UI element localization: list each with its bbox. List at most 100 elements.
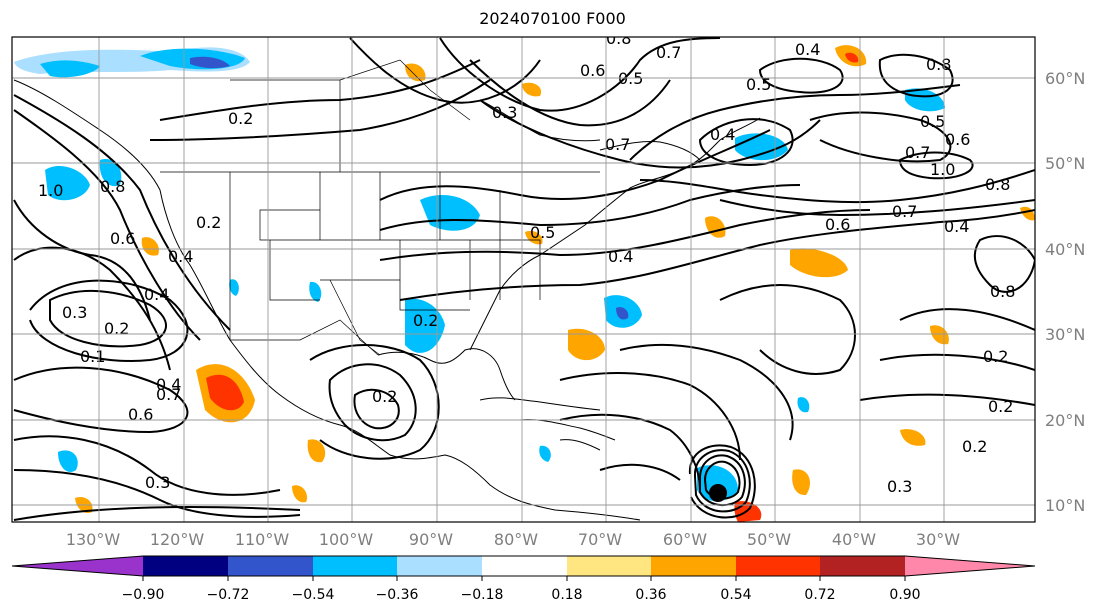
colorbar-segment — [228, 556, 313, 576]
contour-label: 0.7 — [656, 43, 681, 62]
contour-label: 0.6 — [945, 130, 970, 149]
map-title: 2024070100 F000 — [479, 9, 626, 28]
longitude-label: 40°W — [832, 530, 876, 549]
contour-label: 0.2 — [228, 109, 253, 128]
contour-label: 0.4 — [710, 125, 735, 144]
longitude-label: 30°W — [916, 530, 960, 549]
contour-label: 0.5 — [746, 75, 771, 94]
contour-label: 0.2 — [196, 213, 221, 232]
colorbar-tick-label: −0.90 — [122, 587, 165, 603]
longitude-label: 90°W — [409, 530, 453, 549]
contour-label: 0.2 — [988, 397, 1013, 416]
negative-anomaly — [229, 279, 239, 296]
negative-anomaly — [190, 56, 230, 69]
colorbar-extend-high — [905, 556, 1035, 576]
longitude-label: 60°W — [663, 530, 707, 549]
contour-label: 0.5 — [530, 223, 555, 242]
contour-label: 1.0 — [38, 181, 63, 200]
contour-label: 0.7 — [156, 385, 181, 404]
contour-label: 0.4 — [795, 40, 820, 59]
negative-anomaly — [539, 445, 551, 462]
colorbar-segment — [397, 556, 482, 576]
colorbar-segment — [313, 556, 397, 576]
plot-background — [12, 37, 1035, 522]
contour-label: 0.8 — [985, 175, 1010, 194]
latitude-label: 40°N — [1045, 240, 1085, 259]
contour-label: 0.7 — [892, 202, 917, 221]
contour-label: 0.5 — [618, 69, 643, 88]
latitude-label: 50°N — [1045, 154, 1085, 173]
positive-anomaly — [790, 248, 848, 278]
contour-label: 0.2 — [104, 319, 129, 338]
contour-lines — [13, 37, 1035, 521]
contour-label: 0.8 — [606, 29, 631, 48]
positive-anomaly — [307, 439, 326, 463]
positive-anomaly — [141, 237, 159, 256]
shaded-field — [14, 45, 1035, 522]
negative-anomaly — [616, 307, 629, 320]
colorbar-tick-label: 0.90 — [889, 587, 920, 603]
colorbar-segment — [567, 556, 651, 576]
longitude-label: 130°W — [66, 530, 121, 549]
colorbar-tick-label: −0.36 — [376, 587, 419, 603]
colorbar-extend-low — [12, 556, 143, 576]
contour-label: 0.6 — [825, 215, 850, 234]
political-borders — [160, 59, 600, 356]
longitude-label: 70°W — [578, 530, 622, 549]
negative-anomaly — [405, 298, 445, 353]
contour-label: 0.4 — [144, 285, 169, 304]
longitude-label: 80°W — [494, 530, 538, 549]
latitude-label: 10°N — [1045, 496, 1085, 515]
positive-anomaly — [792, 469, 810, 496]
colorbar-tick-label: −0.72 — [207, 587, 250, 603]
contour-label: 0.7 — [605, 135, 630, 154]
longitude-axis: 130°W 120°W 110°W 100°W 90°W 80°W 70°W 6… — [66, 530, 960, 549]
coastlines — [13, 79, 761, 521]
negative-anomaly — [58, 450, 78, 472]
contour-label: 0.2 — [372, 387, 397, 406]
contour-label: 0.3 — [62, 303, 87, 322]
contour-label: 0.6 — [110, 229, 135, 248]
colorbar-tick-label: 0.18 — [551, 587, 582, 603]
storm-center-marker — [709, 484, 727, 502]
negative-anomaly — [45, 165, 90, 201]
longitude-label: 120°W — [150, 530, 205, 549]
positive-anomaly — [525, 230, 543, 245]
contour-label: 0.8 — [990, 282, 1015, 301]
colorbar-segment — [736, 556, 820, 576]
negative-anomaly — [309, 281, 322, 302]
contour-label-group: 0.8 0.7 0.4 0.6 0.5 0.5 0.8 0.3 0.2 0.7 … — [38, 29, 1015, 496]
positive-anomaly — [522, 82, 542, 97]
contour-label: 0.4 — [168, 247, 193, 266]
contour-label: 0.5 — [920, 112, 945, 131]
colorbar: −0.90 −0.72 −0.54 −0.36 −0.18 0.18 0.36 … — [11, 555, 1036, 603]
colorbar-tick-label: 0.72 — [804, 587, 835, 603]
plot-frame — [11, 36, 1036, 523]
colorbar-ticks — [142, 576, 906, 581]
negative-anomaly — [797, 397, 810, 413]
colorbar-tick-label: 0.54 — [720, 587, 751, 603]
positive-anomaly — [900, 429, 926, 446]
negative-anomaly — [905, 88, 945, 112]
contour-label: 0.6 — [128, 405, 153, 424]
contour-label: 0.2 — [962, 437, 987, 456]
colorbar-segment — [482, 556, 567, 576]
graticule — [12, 37, 1035, 522]
colorbar-tick-label: −0.54 — [292, 587, 335, 603]
negative-anomaly — [420, 195, 480, 231]
contour-label: 0.8 — [926, 55, 951, 74]
contour-label: 0.7 — [905, 143, 930, 162]
positive-anomaly — [206, 374, 244, 411]
longitude-label: 100°W — [319, 530, 374, 549]
latitude-label: 30°N — [1045, 325, 1085, 344]
negative-anomaly — [99, 159, 122, 187]
positive-anomaly — [568, 328, 605, 361]
latitude-label: 20°N — [1045, 411, 1085, 430]
contour-label: 0.6 — [580, 61, 605, 80]
negative-anomaly — [40, 60, 100, 78]
contour-label: 0.8 — [100, 177, 125, 196]
contour-label: 0.2 — [413, 311, 438, 330]
positive-anomaly — [845, 52, 859, 63]
contour-label: 0.3 — [887, 477, 912, 496]
